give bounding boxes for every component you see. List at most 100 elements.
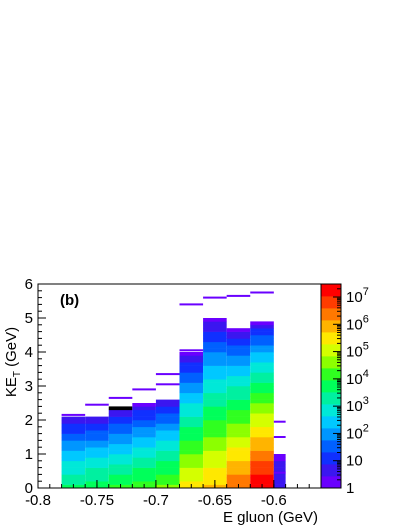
heatmap-cell: [250, 369, 274, 373]
heatmap-cell: [108, 440, 133, 445]
heatmap-cell: [179, 392, 204, 397]
heatmap-cell: [226, 443, 251, 448]
heatmap-cell: [203, 341, 227, 346]
heatmap-cell: [226, 420, 251, 424]
heatmap-cell: [132, 437, 156, 441]
heatmap-cell: [132, 464, 156, 468]
color-scale-step: [321, 404, 341, 417]
heatmap-cell: [226, 341, 251, 346]
heatmap-cell: [203, 386, 227, 390]
outlier-bin: [273, 436, 286, 438]
heatmap-cell: [85, 457, 109, 462]
heatmap-cell: [61, 420, 86, 424]
heatmap-cell: [226, 338, 251, 343]
y-tick-label: 5: [25, 310, 33, 327]
heatmap-cell: [250, 396, 274, 400]
outlier-bin: [61, 413, 86, 416]
heatmap-cell: [179, 437, 204, 441]
heatmap-cell: [155, 450, 180, 455]
heatmap-cell: [203, 471, 227, 475]
heatmap-cell: [179, 362, 204, 366]
heatmap-cell: [85, 426, 109, 431]
heatmap-cell: [250, 372, 274, 377]
heatmap-cell: [250, 420, 274, 424]
heatmap-cell: [203, 413, 227, 417]
outlier-bin: [226, 294, 251, 297]
color-scale-step: [321, 380, 341, 393]
y-tick-label: 6: [25, 276, 33, 293]
heatmap-cell: [108, 474, 133, 479]
heatmap-cell: [250, 406, 274, 411]
heatmap-cell: [85, 464, 109, 468]
heatmap-cell: [250, 464, 274, 468]
heatmap-cell: [226, 352, 251, 356]
heatmap-cell: [250, 481, 274, 485]
heatmap-cell: [155, 423, 180, 428]
heatmap-cell: [226, 382, 251, 387]
heatmap-cell: [203, 382, 227, 387]
heatmap-cell: [108, 481, 133, 485]
heatmap-cell: [273, 460, 286, 465]
heatmap-cell: [179, 426, 204, 431]
heatmap-cell: [226, 433, 251, 438]
heatmap-cell: [226, 430, 251, 434]
heatmap-cell: [155, 406, 180, 411]
heatmap-cell: [108, 447, 133, 451]
heatmap-cell: [179, 454, 204, 458]
heatmap-cell: [203, 389, 227, 394]
heatmap-cell: [179, 440, 204, 445]
heatmap-cell: [203, 358, 227, 363]
heatmap-cell: [250, 416, 274, 421]
heatmap-cell: [226, 362, 251, 366]
heatmap-cell: [85, 443, 109, 448]
heatmap-cell: [203, 406, 227, 411]
heatmap-cell: [179, 416, 204, 421]
heatmap-cell: [85, 420, 109, 424]
color-scale-axis: 1 10 102 103 104 105 106 107: [333, 283, 369, 497]
heatmap-cell: [108, 406, 133, 411]
heatmap-cell: [203, 430, 227, 434]
heatmap-cell: [108, 426, 133, 431]
color-scale-step: [321, 356, 341, 369]
heatmap-cell: [85, 430, 109, 434]
heatmap-cell: [203, 372, 227, 377]
heatmap-cell: [155, 460, 180, 465]
heatmap-cell: [250, 358, 274, 363]
heatmap-cell: [108, 464, 133, 468]
heatmap-cell: [179, 403, 204, 407]
color-scale-step: [321, 296, 341, 309]
heatmap-cell: [132, 426, 156, 431]
heatmap-cell: [108, 409, 133, 414]
heatmap-cell: [226, 467, 251, 472]
heatmap-cell: [132, 416, 156, 421]
heatmap-cell: [226, 392, 251, 397]
heatmap-cell: [179, 471, 204, 475]
heatmap-cell: [155, 457, 180, 462]
heatmap-cell: [85, 471, 109, 475]
heatmap-cell: [273, 464, 286, 468]
heatmap-cell: [273, 477, 286, 482]
heatmap-cell: [61, 467, 86, 472]
heatmap-cell: [250, 471, 274, 475]
z-tick-label: 103: [346, 395, 369, 415]
heatmap-cell: [226, 457, 251, 462]
heatmap-cell: [250, 389, 274, 394]
heatmap-cell: [203, 335, 227, 339]
heatmap-cell: [155, 471, 180, 475]
heatmap-cell: [155, 416, 180, 421]
outlier-bin: [203, 296, 227, 299]
heatmap-cell: [132, 423, 156, 428]
heatmap-cell: [108, 450, 133, 455]
heatmap-cell: [250, 382, 274, 387]
heatmap-cell: [61, 440, 86, 445]
heatmap-cell: [226, 464, 251, 468]
heatmap-cell: [226, 331, 251, 336]
color-scale-frame: [320, 283, 342, 489]
heatmap-cell: [85, 454, 109, 458]
heatmap-cell: [226, 460, 251, 465]
color-scale-step: [321, 428, 341, 441]
heatmap-cell: [203, 467, 227, 472]
heatmap-cell: [203, 345, 227, 349]
color-scale-step: [321, 392, 341, 405]
heatmap-cell: [250, 477, 274, 482]
